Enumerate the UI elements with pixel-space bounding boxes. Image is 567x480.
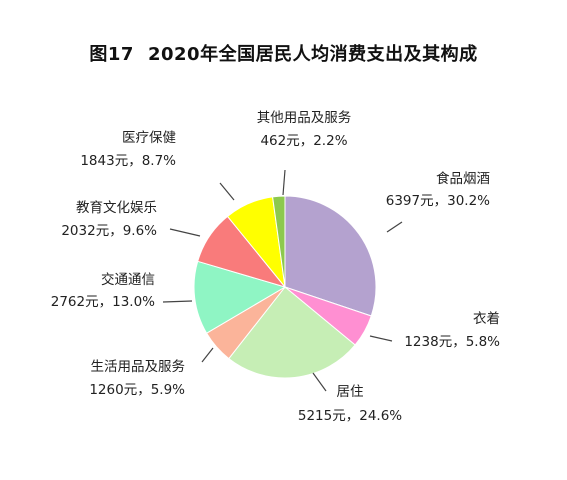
pie-slice-交通通信 bbox=[193, 260, 287, 334]
pie-slices bbox=[193, 195, 377, 379]
slice-label-value: 6397元，30.2% bbox=[386, 193, 490, 209]
figure-number: 图17 bbox=[89, 44, 134, 65]
leader-line-其他用品及服务 bbox=[282, 169, 286, 196]
title-text: 2020年全国居民人均消费支出及其构成 bbox=[147, 44, 478, 65]
leader-line-生活用品及服务 bbox=[201, 347, 214, 363]
pie-slice-其他用品及服务 bbox=[272, 195, 286, 288]
leader-line-交通通信 bbox=[162, 300, 193, 303]
pie-slice-食品烟酒 bbox=[284, 195, 377, 317]
slice-label-name: 居住 bbox=[337, 384, 364, 400]
slice-label-name: 生活用品及服务 bbox=[91, 359, 186, 375]
leader-lines bbox=[162, 169, 403, 392]
slice-label-name: 教育文化娱乐 bbox=[76, 200, 157, 216]
leader-line-教育文化娱乐 bbox=[169, 228, 201, 237]
leader-line-医疗保健 bbox=[219, 182, 235, 201]
slice-labels: 食品烟酒 6397元，30.2% 衣着 1238元，5.8% 居住 5215元，24.6%… bbox=[51, 110, 500, 424]
slice-label-name: 食品烟酒 bbox=[436, 170, 490, 187]
slice-label-value: 1260元，5.9% bbox=[89, 382, 185, 398]
slice-label-value: 2032元，9.6% bbox=[61, 223, 157, 239]
slice-label-name: 交通通信 bbox=[101, 271, 155, 288]
chart-title: 图17 2020年全国居民人均消费支出及其构成 bbox=[0, 40, 567, 66]
slice-label-name: 其他用品及服务 bbox=[257, 110, 352, 126]
leader-line-食品烟酒 bbox=[386, 221, 403, 233]
leader-line-衣着 bbox=[369, 335, 393, 342]
slice-label-name: 医疗保健 bbox=[122, 130, 176, 146]
slice-label-value: 5215元，24.6% bbox=[298, 408, 402, 424]
pie-slice-居住 bbox=[228, 286, 356, 379]
slice-label-value: 1843元，8.7% bbox=[80, 153, 176, 169]
slice-label-name: 衣着 bbox=[473, 310, 500, 327]
slice-label-value: 462元，2.2% bbox=[260, 133, 347, 149]
slice-label-value: 1238元，5.8% bbox=[404, 334, 500, 350]
leader-line-居住 bbox=[312, 372, 327, 392]
slice-label-value: 2762元，13.0% bbox=[51, 294, 155, 310]
